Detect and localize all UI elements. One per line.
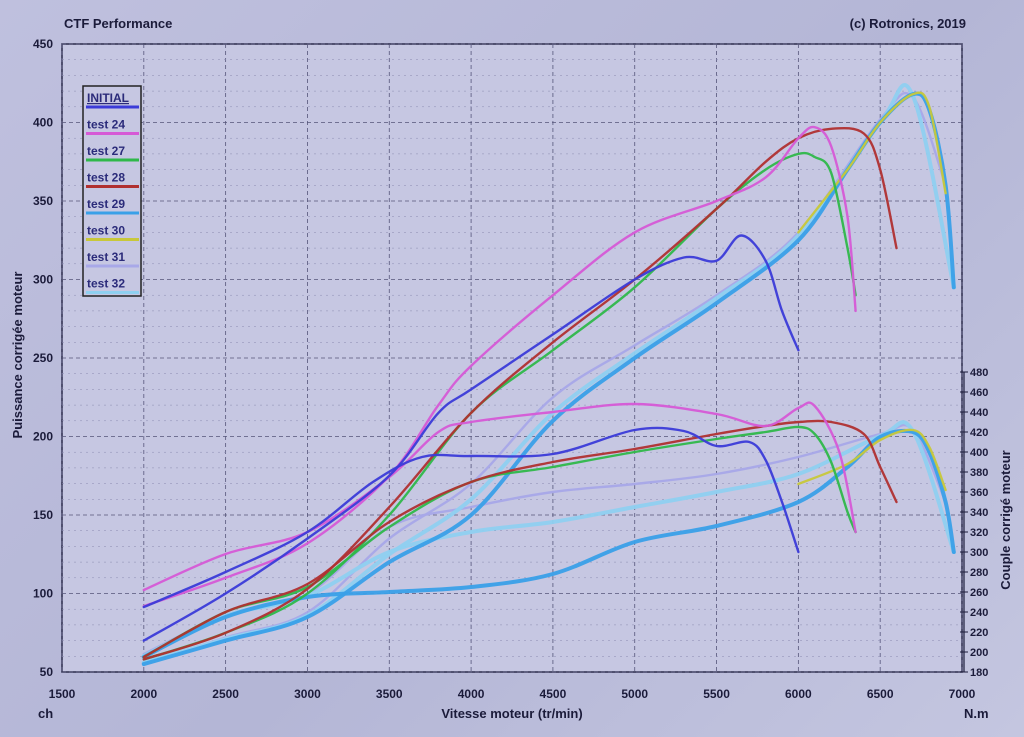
y-left-tick-label: 400 [33,116,53,130]
left-y-axis-ticks: 50 100 150 200 250 300 350 400 450 [33,37,53,679]
y-right-tick-label: 180 [970,667,988,679]
right-unit-label: N.m [964,706,989,721]
x-tick-label: 6500 [867,687,894,701]
y-right-tick-label: 480 [970,367,988,379]
y-right-tick-label: 260 [970,587,988,599]
y-right-tick-label: 280 [970,567,988,579]
y-right-tick-label: 240 [970,607,988,619]
x-tick-label: 7000 [949,687,976,701]
x-tick-label: 2000 [130,687,157,701]
y-right-tick-label: 200 [970,647,988,659]
x-tick-label: 4500 [540,687,567,701]
torque-line-test-28 [142,419,898,659]
y-right-tick-label: 360 [970,487,988,499]
y-left-tick-label: 100 [33,587,53,601]
y-right-tick-label: 460 [970,387,988,399]
y-left-tick-label: 350 [33,194,53,208]
torque-line-test-29 [141,428,956,659]
right-y-axis-ticks: 180 200 220 240 260 280 300 320 340 360 380 400 420 4… [960,367,988,679]
y-left-tick-label: 300 [33,273,53,287]
y-right-tick-label: 420 [970,427,988,439]
legend: INITIAL test 24 test 27 test 28 test 29 test … [82,85,142,297]
y-left-tick-label: 250 [33,351,53,365]
legend-label: test 30 [87,224,125,238]
legend-box [82,85,142,297]
x-tick-label: 3500 [376,687,403,701]
power-line-test-27 [142,151,857,661]
legend-label: test 28 [87,171,125,185]
chart-title: CTF Performance [64,16,173,31]
torque-line-test-27 [142,425,857,659]
legend-label: test 31 [87,250,125,264]
legend-label: test 29 [87,197,125,211]
x-tick-label: 1500 [49,687,76,701]
y-left-tick-label: 450 [33,37,53,51]
y-left-tick-label: 150 [33,508,53,522]
y-left-tick-label: 50 [40,665,54,679]
y-axis-left-label: Puissance corrigée moteur [10,272,25,439]
power-line-test-29 [141,91,956,667]
legend-label: test 24 [87,118,125,132]
legend-label: INITIAL [87,91,129,105]
y-right-tick-label: 400 [970,447,988,459]
grid [61,43,963,673]
x-axis-ticks: 1500 2000 2500 3000 3500 4000 4500 5000 5500 6000… [49,687,976,701]
y-right-tick-label: 380 [970,467,988,479]
x-tick-label: 5500 [703,687,730,701]
copyright-label: (c) Rotronics, 2019 [849,16,966,31]
x-tick-label: 2500 [212,687,239,701]
y-right-tick-label: 300 [970,547,988,559]
x-tick-label: 6000 [785,687,812,701]
left-unit-label: ch [38,706,53,721]
x-tick-label: 3000 [294,687,321,701]
series-lines [141,83,956,667]
x-tick-label: 4000 [458,687,485,701]
y-right-tick-label: 440 [970,407,988,419]
y-right-tick-label: 320 [970,527,988,539]
power-line-test-24 [142,125,857,608]
y-right-tick-label: 340 [970,507,988,519]
x-tick-label: 5000 [621,687,648,701]
y-axis-right-label: Couple corrigé moteur [998,450,1013,589]
power-line-test-30 [797,91,947,234]
power-line-initial [142,234,800,642]
torque-line-initial [142,426,800,609]
legend-label: test 27 [87,144,125,158]
x-axis-label: Vitesse moteur (tr/min) [441,706,582,721]
legend-label: test 32 [87,277,125,291]
y-right-tick-label: 220 [970,627,988,639]
y-left-tick-label: 200 [33,430,53,444]
